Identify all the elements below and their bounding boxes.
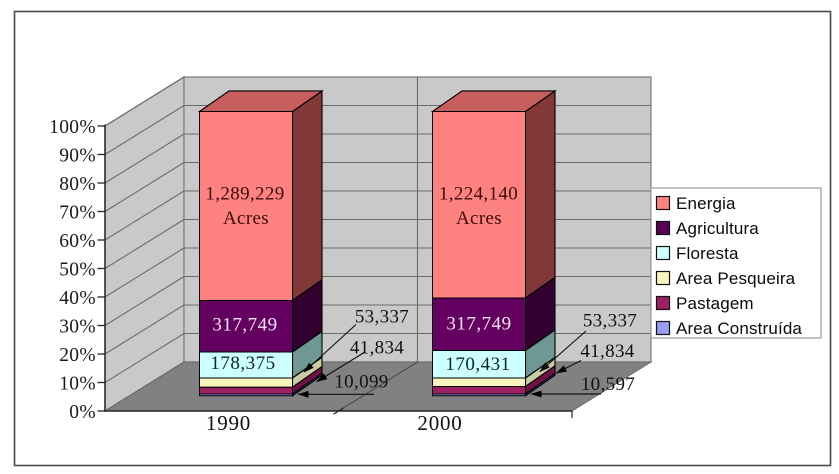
- svg-text:90%: 90%: [59, 145, 96, 166]
- svg-text:40%: 40%: [59, 288, 96, 309]
- svg-text:170,431: 170,431: [445, 354, 510, 375]
- svg-text:Area Pesqueira: Area Pesqueira: [676, 269, 796, 288]
- svg-text:2000: 2000: [417, 411, 462, 435]
- svg-text:1990: 1990: [206, 411, 251, 435]
- svg-text:Floresta: Floresta: [676, 244, 739, 263]
- svg-text:317,749: 317,749: [446, 314, 511, 335]
- svg-text:Pastagem: Pastagem: [676, 294, 754, 313]
- svg-text:1,224,140: 1,224,140: [439, 184, 518, 205]
- svg-text:20%: 20%: [59, 345, 96, 366]
- svg-text:53,337: 53,337: [355, 307, 409, 328]
- svg-text:41,834: 41,834: [350, 338, 404, 359]
- svg-text:Area Construída: Area Construída: [676, 319, 802, 338]
- svg-text:10,597: 10,597: [581, 374, 635, 395]
- svg-text:317,749: 317,749: [212, 315, 277, 336]
- svg-text:50%: 50%: [59, 259, 96, 280]
- svg-text:70%: 70%: [59, 202, 96, 223]
- svg-text:41,834: 41,834: [580, 341, 634, 362]
- svg-text:80%: 80%: [59, 174, 96, 195]
- svg-text:0%: 0%: [69, 402, 96, 423]
- svg-text:60%: 60%: [59, 231, 96, 252]
- svg-text:53,337: 53,337: [583, 311, 637, 332]
- svg-text:Energia: Energia: [676, 194, 736, 213]
- svg-text:10%: 10%: [59, 373, 96, 394]
- svg-text:10,099: 10,099: [334, 372, 388, 393]
- svg-text:100%: 100%: [49, 117, 96, 138]
- svg-text:1,289,229: 1,289,229: [205, 184, 284, 205]
- svg-text:178,375: 178,375: [210, 353, 275, 374]
- svg-text:Acres: Acres: [223, 208, 269, 229]
- svg-text:30%: 30%: [59, 316, 96, 337]
- svg-text:Agricultura: Agricultura: [676, 219, 759, 238]
- svg-text:Acres: Acres: [456, 208, 502, 229]
